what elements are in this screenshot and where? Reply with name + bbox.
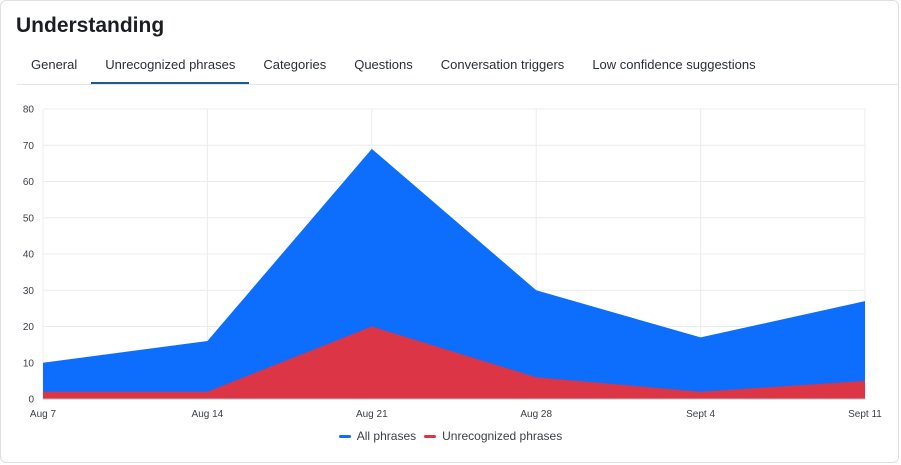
legend-label-unrecognized-phrases: Unrecognized phrases: [442, 429, 563, 443]
legend-item-all-phrases[interactable]: All phrases: [338, 429, 417, 443]
legend-swatch-all-phrases: [338, 434, 351, 438]
area-layer: [43, 148, 865, 400]
tab-general[interactable]: General: [31, 57, 78, 72]
legend-label-all-phrases: All phrases: [356, 429, 417, 443]
x-tick-label: Aug 28: [520, 409, 552, 420]
y-tick-label: 10: [23, 358, 35, 369]
x-tick-label: Aug 14: [192, 409, 224, 420]
chart-legend: All phrases Unrecognized phrases: [1, 429, 900, 443]
x-tick-label: Sept 4: [686, 409, 715, 420]
area-chart-svg: 0 10 20 30 40 50 60 70 80 Aug 7 Aug 14 Aug 21 Aug 28…: [23, 105, 882, 421]
tab-unrecognized-phrases[interactable]: Unrecognized phrases: [91, 53, 250, 84]
y-tick-label: 40: [23, 250, 35, 261]
y-tick-label: 50: [23, 213, 35, 224]
tab-conversation-triggers[interactable]: Conversation triggers: [440, 57, 565, 72]
area-chart: 0 10 20 30 40 50 60 70 80 Aug 7 Aug 14 Aug 21 Aug 28…: [1, 96, 900, 456]
y-tick-label: 80: [23, 105, 35, 116]
tab-questions[interactable]: Questions: [354, 57, 413, 72]
axis-layer: 0 10 20 30 40 50 60 70 80 Aug 7 Aug 14 Aug 21 Aug 28…: [23, 105, 882, 421]
area-unrecognized-phrases[interactable]: [43, 326, 865, 400]
tab-categories[interactable]: Categories: [263, 57, 327, 72]
legend-swatch-unrecognized-phrases: [424, 434, 437, 438]
tab-bar: General Unrecognized phrases Categories …: [17, 53, 898, 85]
area-all-phrases[interactable]: [43, 148, 865, 399]
legend-item-unrecognized-phrases[interactable]: Unrecognized phrases: [424, 429, 562, 443]
page-title: Understanding: [16, 14, 165, 37]
y-tick-label: 30: [23, 286, 35, 297]
x-tick-label: Sept 11: [848, 409, 882, 420]
tab-low-confidence-suggestions[interactable]: Low confidence suggestions: [592, 57, 756, 72]
y-tick-label: 20: [23, 322, 35, 333]
y-tick-label: 70: [23, 141, 35, 152]
x-tick-label: Aug 7: [30, 409, 57, 420]
y-tick-label: 60: [23, 177, 35, 188]
y-tick-label: 0: [28, 395, 34, 406]
x-tick-label: Aug 21: [356, 409, 388, 420]
